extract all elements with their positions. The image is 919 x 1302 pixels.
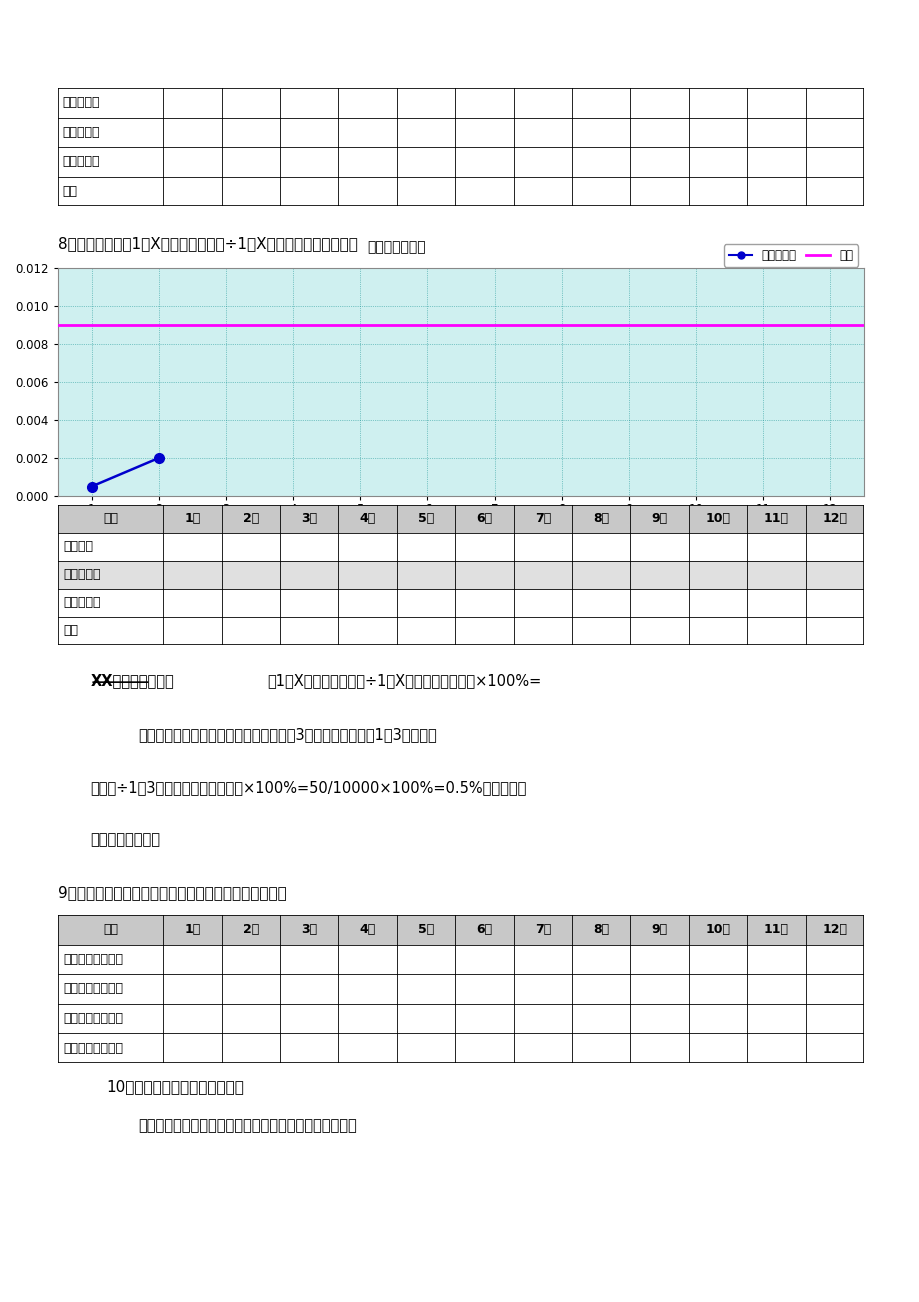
Text: 7月: 7月 bbox=[534, 513, 550, 526]
Text: 1月: 1月 bbox=[184, 923, 200, 936]
Text: 5月: 5月 bbox=[417, 513, 434, 526]
Bar bbox=[58, 505, 863, 533]
Bar bbox=[58, 915, 863, 944]
Bar bbox=[58, 944, 863, 974]
Bar bbox=[58, 561, 863, 589]
Bar bbox=[58, 617, 863, 644]
Bar bbox=[58, 533, 863, 561]
Text: 11月: 11月 bbox=[763, 513, 788, 526]
Bar bbox=[58, 974, 863, 1004]
Bar bbox=[58, 1004, 863, 1034]
Text: 含税销售额: 含税销售额 bbox=[62, 96, 100, 109]
Text: 8月: 8月 bbox=[593, 923, 608, 936]
Text: 质量成本率: 质量成本率 bbox=[62, 126, 100, 139]
Legend: 质量损失率, 目标: 质量损失率, 目标 bbox=[723, 245, 857, 267]
Text: 3月: 3月 bbox=[301, 923, 317, 936]
Text: 4月: 4月 bbox=[359, 513, 375, 526]
Bar bbox=[58, 589, 863, 617]
Text: 质量损失率: 质量损失率 bbox=[63, 596, 101, 609]
Text: 12月: 12月 bbox=[822, 923, 846, 936]
Text: 质量水平考核指数: 质量水平考核指数 bbox=[63, 1042, 124, 1055]
Text: 此处应将计算所用数据附加在后面，如：3月质量损失率：（1～3月累加质: 此处应将计算所用数据附加在后面，如：3月质量损失率：（1～3月累加质 bbox=[139, 728, 437, 742]
Text: 单台产品质量成本: 单台产品质量成本 bbox=[63, 1012, 124, 1025]
Text: 目标: 目标 bbox=[63, 625, 79, 638]
Text: 12月: 12月 bbox=[822, 513, 846, 526]
Text: 2月: 2月 bbox=[243, 513, 258, 526]
Text: （1～X月累加质量损失÷1～X月含税销售总额）×100%=: （1～X月累加质量损失÷1～X月含税销售总额）×100%= bbox=[267, 673, 541, 687]
Text: 目标: 目标 bbox=[62, 185, 77, 198]
Text: 4月: 4月 bbox=[359, 923, 375, 936]
Text: 1月: 1月 bbox=[184, 513, 200, 526]
Text: 总质量成本: 总质量成本 bbox=[62, 155, 100, 168]
Text: 含税销售额: 含税销售额 bbox=[63, 569, 101, 582]
Text: XX月质量损失率：: XX月质量损失率： bbox=[90, 673, 174, 687]
Text: 项目: 项目 bbox=[103, 513, 118, 526]
Text: 质量损失率没有达到既定的目标，须制定对应的整改方案: 质量损失率没有达到既定的目标，须制定对应的整改方案 bbox=[139, 1118, 357, 1134]
Text: 3月: 3月 bbox=[301, 513, 317, 526]
Text: 6月: 6月 bbox=[476, 513, 492, 526]
Text: 9月: 9月 bbox=[651, 513, 667, 526]
Text: 10、质量损失率未达标整改方案: 10、质量损失率未达标整改方案 bbox=[107, 1079, 244, 1095]
Text: 9月: 9月 bbox=[651, 923, 667, 936]
Text: 9、单台产品质量损失、质量成本以及质量水平考核指数: 9、单台产品质量损失、质量成本以及质量水平考核指数 bbox=[58, 885, 287, 901]
Bar bbox=[58, 1034, 863, 1062]
Text: 7月: 7月 bbox=[534, 923, 550, 936]
Text: 项目: 项目 bbox=[103, 923, 118, 936]
Text: 当月产量（万台）: 当月产量（万台） bbox=[63, 953, 124, 966]
Text: 5月: 5月 bbox=[417, 923, 434, 936]
Text: 11月: 11月 bbox=[763, 923, 788, 936]
Text: 率计算也如此。）: 率计算也如此。） bbox=[90, 832, 160, 848]
Text: 单台产品质量损失: 单台产品质量损失 bbox=[63, 983, 124, 996]
Text: 8月: 8月 bbox=[593, 513, 608, 526]
Text: 6月: 6月 bbox=[476, 923, 492, 936]
Text: 8、质量损失率（1～X月累加质量损失÷1～X月含税销售总额）分析: 8、质量损失率（1～X月累加质量损失÷1～X月含税销售总额）分析 bbox=[58, 237, 357, 251]
Text: 质量损失: 质量损失 bbox=[63, 540, 94, 553]
Text: 10月: 10月 bbox=[705, 513, 730, 526]
Text: 2月: 2月 bbox=[243, 923, 258, 936]
Text: 量损失÷1～3月累加含税销售总额）×100%=50/10000×100%=0.5%；质量成本: 量损失÷1～3月累加含税销售总额）×100%=50/10000×100%=0.5… bbox=[90, 780, 526, 794]
Text: 10月: 10月 bbox=[705, 923, 730, 936]
Text: 质量损失率分析: 质量损失率分析 bbox=[367, 241, 425, 254]
